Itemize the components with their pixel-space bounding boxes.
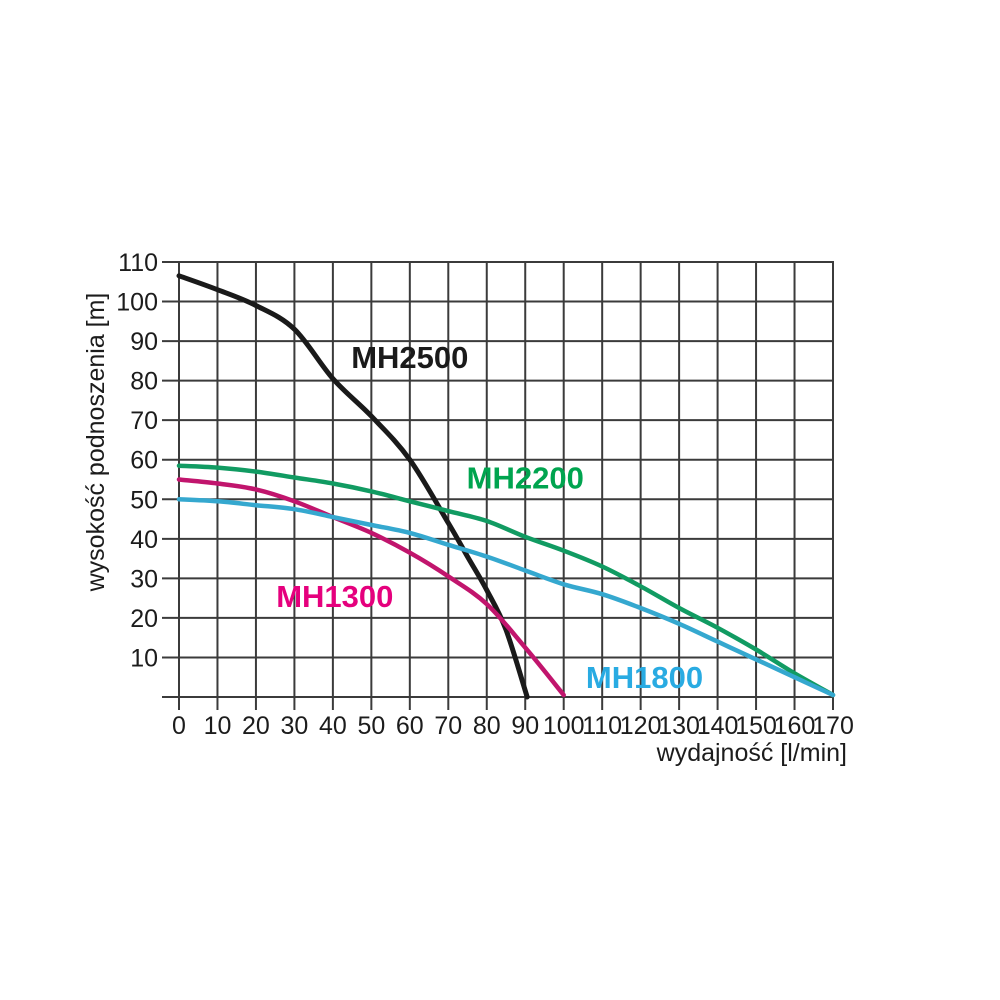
x-tick-label-100: 100	[543, 712, 585, 740]
y-tick-label-20: 20	[130, 605, 158, 633]
curve-label-mh1800: MH1800	[586, 660, 703, 695]
x-tick-label-40: 40	[319, 712, 347, 740]
y-axis-title: wysokość podnoszenia [m]	[82, 293, 110, 593]
x-tick-label-170: 170	[812, 712, 854, 740]
x-tick-label-50: 50	[357, 712, 385, 740]
x-tick-label-20: 20	[242, 712, 270, 740]
label-layer: MH2500 MH2200 MH1300 MH1800	[276, 340, 703, 695]
curve-label-mh1300: MH1300	[276, 579, 393, 614]
x-tick-label-120: 120	[620, 712, 662, 740]
x-axis-title: wydajność [l/min]	[656, 739, 847, 767]
x-tick-label-110: 110	[582, 712, 622, 740]
curve-layer	[176, 273, 836, 700]
y-tick-label-110: 110	[118, 249, 158, 277]
y-tick-label-60: 60	[130, 447, 158, 475]
x-tick-label-130: 130	[658, 712, 700, 740]
y-tick-label-90: 90	[130, 328, 158, 356]
curve-mh2500	[176, 273, 530, 700]
x-tick-label-10: 10	[204, 712, 232, 740]
curve-mh1300	[176, 477, 566, 698]
x-tick-label-30: 30	[281, 712, 309, 740]
y-tick-label-30: 30	[130, 565, 158, 593]
y-tick-label-50: 50	[130, 486, 158, 514]
grid-layer	[178, 261, 834, 698]
curve-mh2200	[176, 463, 836, 698]
x-tick-label-80: 80	[473, 712, 501, 740]
tick-layer: 0 10 20 30 40 50 60 70 80 90 100110120130140150160…	[116, 249, 854, 740]
curve-label-mh2500: MH2500	[351, 340, 468, 375]
curve-label-mh2200: MH2200	[467, 461, 584, 496]
x-tick-label-140: 140	[697, 712, 739, 740]
x-tick-label-150: 150	[735, 712, 777, 740]
y-tick-label-10: 10	[130, 644, 158, 672]
x-tick-label-70: 70	[434, 712, 462, 740]
y-tick-label-70: 70	[130, 407, 158, 435]
x-tick-label-60: 60	[396, 712, 424, 740]
y-tick-label-40: 40	[130, 526, 158, 554]
x-tick-label-0: 0	[172, 712, 186, 740]
y-tick-label-100: 100	[116, 289, 158, 317]
y-tick-label-80: 80	[130, 368, 158, 396]
curve-mh1800	[176, 497, 836, 698]
x-tick-label-160: 160	[774, 712, 816, 740]
x-tick-label-90: 90	[511, 712, 539, 740]
